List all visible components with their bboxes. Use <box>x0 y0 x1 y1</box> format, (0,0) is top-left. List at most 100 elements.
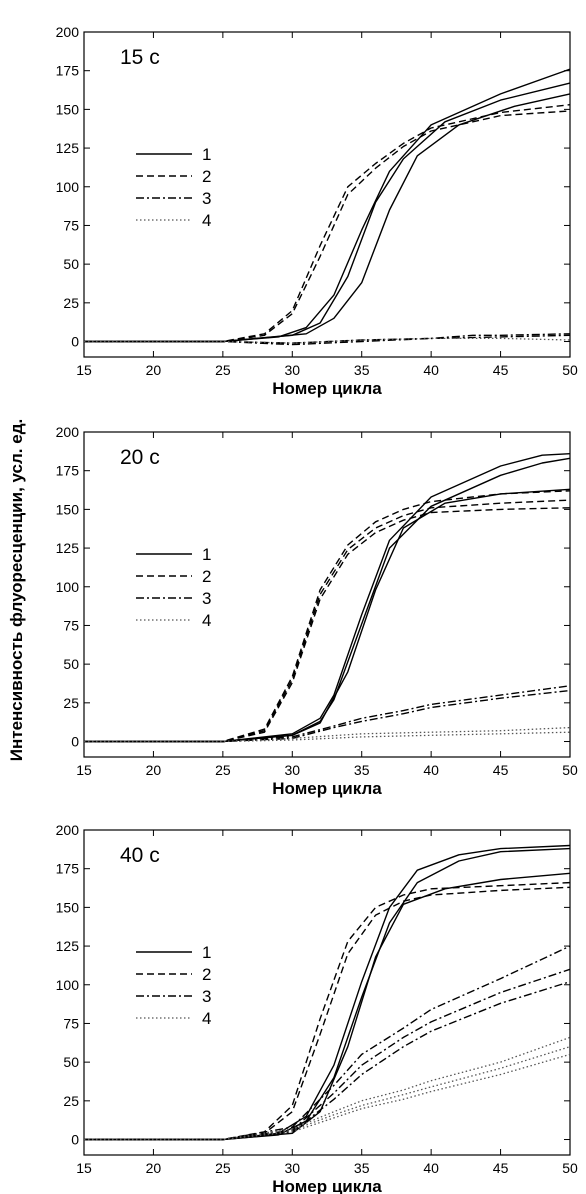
chart-panel: 0 25 50 75 100 125 150 175 200 15 20 25 30 35 40 45 50 Но… <box>56 822 578 1194</box>
y-tick-label: 0 <box>71 734 79 750</box>
series-lines <box>84 844 571 1141</box>
x-tick-label: 40 <box>423 762 439 778</box>
y-tick-label: 175 <box>56 63 80 79</box>
panel-title: 40 с <box>120 844 160 867</box>
plot-frame <box>83 431 571 758</box>
x-tick-label: 20 <box>146 762 162 778</box>
series-line-1 <box>84 488 571 743</box>
legend-label: 4 <box>202 211 211 230</box>
series-line-3 <box>84 685 571 743</box>
series-line-2 <box>84 104 571 343</box>
series-line-2 <box>84 507 571 743</box>
x-tick-label: 40 <box>423 1160 439 1176</box>
x-tick-label: 35 <box>354 762 370 778</box>
x-tick-label: 40 <box>423 362 439 378</box>
y-tick-label: 100 <box>56 179 80 195</box>
series-line-1 <box>84 93 571 343</box>
series-line-1 <box>84 68 571 343</box>
legend-label: 4 <box>202 611 211 630</box>
y-tick-label: 150 <box>56 101 80 117</box>
y-tick-label: 25 <box>63 1093 79 1109</box>
x-tick-label: 35 <box>354 1160 370 1176</box>
series-line-3 <box>84 968 571 1141</box>
x-tick-label: 15 <box>76 362 92 378</box>
x-tick-label: 15 <box>76 762 92 778</box>
chart-panel: 0 25 50 75 100 125 150 175 200 15 20 25 30 35 40 45 50 Но… <box>56 24 578 398</box>
x-tick-label: 25 <box>215 1160 231 1176</box>
x-tick-label: 30 <box>284 762 300 778</box>
y-tick-label: 50 <box>63 1054 79 1070</box>
series-line-2 <box>84 110 571 343</box>
legend: 1 2 3 4 <box>136 145 211 230</box>
y-tick-label: 25 <box>63 295 79 311</box>
x-tick-label: 50 <box>562 762 578 778</box>
series-line-4 <box>84 1053 571 1141</box>
series-line-2 <box>84 499 571 743</box>
y-tick-label: 100 <box>56 977 80 993</box>
plot-frame <box>83 829 571 1156</box>
y-tick-label: 125 <box>56 938 80 954</box>
series-line-2 <box>84 881 571 1141</box>
series-line-2 <box>84 490 571 743</box>
y-tick-label: 25 <box>63 695 79 711</box>
series-line-4 <box>84 726 571 743</box>
legend: 1 2 3 4 <box>136 943 211 1028</box>
y-axis-label: Интенсивность флуоресценции, усл. ед. <box>7 419 26 761</box>
y-tick-label: 75 <box>63 217 79 233</box>
y-tick-label: 75 <box>63 1015 79 1031</box>
chart-panel: 0 25 50 75 100 125 150 175 200 15 20 25 30 35 40 45 50 Но… <box>56 424 578 798</box>
series-line-2 <box>84 886 571 1141</box>
x-tick-label: 30 <box>284 1160 300 1176</box>
y-tick-label: 150 <box>56 899 80 915</box>
plot-frame <box>83 31 571 358</box>
x-tick-label: 50 <box>562 362 578 378</box>
x-axis-label: Номер цикла <box>272 379 382 398</box>
legend: 1 2 3 4 <box>136 545 211 630</box>
y-tick-label: 175 <box>56 861 80 877</box>
legend-label: 3 <box>202 589 211 608</box>
y-tick-label: 200 <box>56 24 80 40</box>
series-line-4 <box>84 337 571 344</box>
x-tick-label: 15 <box>76 1160 92 1176</box>
series-line-1 <box>84 453 571 743</box>
series-line-3 <box>84 334 571 346</box>
y-tick-label: 125 <box>56 540 80 556</box>
x-tick-label: 25 <box>215 362 231 378</box>
x-axis-label: Номер цикла <box>272 1177 382 1194</box>
legend-label: 4 <box>202 1009 211 1028</box>
y-tick-label: 50 <box>63 656 79 672</box>
series-line-1 <box>84 872 571 1141</box>
y-tick-label: 75 <box>63 617 79 633</box>
y-tick-label: 150 <box>56 501 80 517</box>
x-tick-label: 35 <box>354 362 370 378</box>
legend-label: 2 <box>202 567 211 586</box>
x-tick-label: 45 <box>493 762 509 778</box>
legend-label: 1 <box>202 943 211 962</box>
panel-title: 15 с <box>120 46 160 69</box>
x-tick-label: 20 <box>146 362 162 378</box>
y-tick-label: 200 <box>56 424 80 440</box>
x-tick-label: 30 <box>284 362 300 378</box>
y-tick-label: 50 <box>63 256 79 272</box>
y-tick-label: 100 <box>56 579 80 595</box>
legend-label: 2 <box>202 965 211 984</box>
y-tick-label: 175 <box>56 463 80 479</box>
x-tick-label: 45 <box>493 1160 509 1176</box>
x-tick-label: 25 <box>215 762 231 778</box>
y-tick-label: 0 <box>71 1132 79 1148</box>
series-line-4 <box>84 731 571 743</box>
x-tick-label: 45 <box>493 362 509 378</box>
series-lines <box>84 68 571 346</box>
series-line-4 <box>84 1036 571 1141</box>
x-tick-label: 50 <box>562 1160 578 1176</box>
series-line-3 <box>84 689 571 743</box>
y-tick-label: 125 <box>56 140 80 156</box>
legend-label: 1 <box>202 545 211 564</box>
series-line-3 <box>84 981 571 1141</box>
legend-label: 1 <box>202 145 211 164</box>
series-line-3 <box>84 945 571 1141</box>
legend-label: 3 <box>202 987 211 1006</box>
x-tick-label: 20 <box>146 1160 162 1176</box>
y-tick-label: 0 <box>71 334 79 350</box>
y-tick-label: 200 <box>56 822 80 838</box>
